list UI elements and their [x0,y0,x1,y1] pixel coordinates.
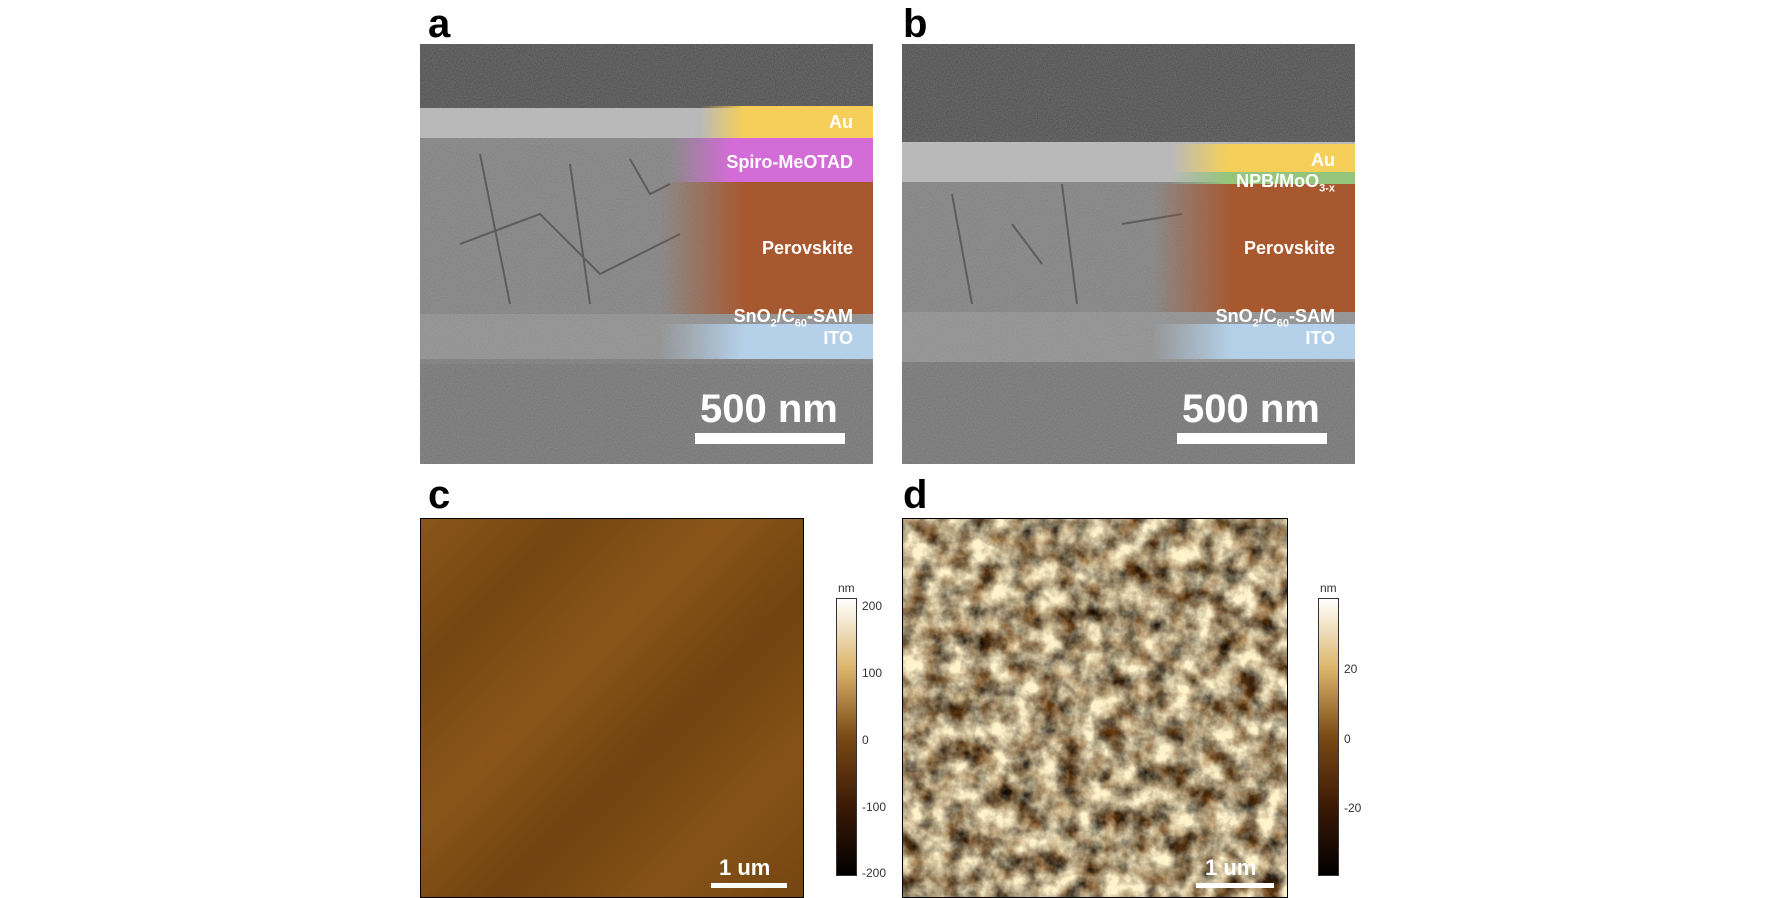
colorbar-d [1318,598,1339,876]
afm-texture-d [903,519,1287,897]
panel-label-c: c [428,473,451,517]
colorbar-unit-d: nm [1320,581,1337,595]
sno2-label-a: SnO2/C60-SAM [733,306,853,330]
colorbar-tick-d: -20 [1344,801,1362,815]
spiro-label-a: Spiro-MeOTAD [726,152,853,172]
sem-background-b [902,44,1355,464]
afm-image-c: 1 um [420,518,804,898]
perovskite-layer-b [1152,184,1355,312]
perovskite-layer-a [660,182,873,314]
afm-scalebar-d [1196,883,1274,888]
npb-label-b: NPB/MoO3-x [1236,171,1335,195]
panel-label-a: a [428,2,451,46]
sem-image-b: Au NPB/MoO3-x Perovskite SnO2/C60-SAM IT… [902,44,1355,464]
panel-label-b: b [903,2,928,46]
sno2-label-b: SnO2/C60-SAM [1215,306,1335,330]
scalebar-label-a: 500 nm [700,387,838,431]
colorbar-tick-c: 200 [862,599,883,613]
ito-layer-b [1152,324,1355,359]
au-layer-a [700,106,873,138]
au-layer-b [1172,144,1355,172]
afm-texture-c [421,519,803,897]
scalebar-a [695,433,845,444]
colorbar-tick-c: -100 [862,800,887,814]
perovskite-label-b: Perovskite [1243,238,1335,258]
ito-label-a: ITO [823,328,853,348]
au-label-b: Au [1311,150,1335,170]
scalebar-label-b: 500 nm [1182,387,1320,431]
spiro-layer-a [670,138,873,182]
scalebar-b [1177,433,1327,444]
perovskite-label-a: Perovskite [761,238,853,258]
colorbar-c [836,598,857,876]
colorbar-unit-c: nm [838,581,855,595]
afm-scalebar-label-c: 1 um [719,855,771,880]
npb-layer-b [1172,172,1355,184]
afm-scalebar-label-d: 1 um [1205,855,1257,880]
colorbar-tick-c: 100 [862,666,883,680]
sem-image-a: Au Spiro-MeOTAD Perovskite SnO2/C60-SAM … [420,44,873,464]
colorbar-tick-c: -200 [862,866,887,880]
afm-scalebar-c [711,883,787,888]
panel-label-d: d [903,473,928,517]
colorbar-tick-d: 0 [1344,732,1351,746]
colorbar-tick-d: 20 [1344,662,1358,676]
ito-label-b: ITO [1305,328,1335,348]
afm-image-d: 1 um [902,518,1288,898]
ito-layer-a [660,324,873,359]
colorbar-tick-c: 0 [862,733,869,747]
au-label-a: Au [829,112,853,132]
